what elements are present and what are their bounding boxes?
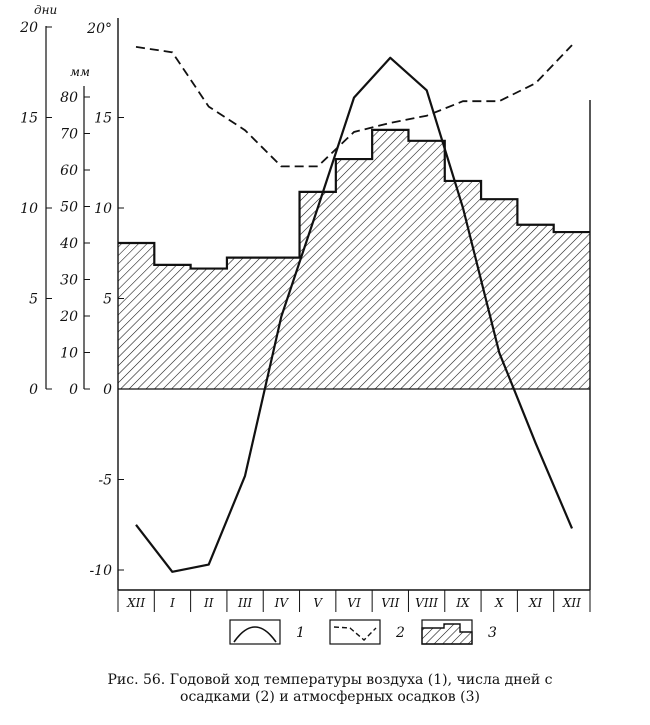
legend-swatch-solid <box>233 626 277 643</box>
plot-frame: XII I II III IV V VI VII VIII IX X XI XII <box>117 18 591 612</box>
precip-tick-label-60: 60 <box>60 163 78 179</box>
month-label-3: III <box>237 596 252 610</box>
legend-swatch-dashed <box>333 626 377 641</box>
month-label-7: VII <box>381 596 399 610</box>
precipitation-bars <box>118 128 590 389</box>
axes: дни20151050мм8070605040302010020°151050-… <box>19 3 124 579</box>
legend-item-2: 2 <box>329 619 405 645</box>
caption-line-1: Рис. 56. Годовой ход температуры воздуха… <box>107 672 553 688</box>
month-label-2: II <box>203 596 214 610</box>
precip-tick-label-30: 30 <box>60 273 78 289</box>
precip-tick-label-70: 70 <box>60 127 78 143</box>
precipitation-area <box>118 129 590 389</box>
legend-label: 3 <box>488 625 497 641</box>
month-label-0: XII <box>126 596 145 610</box>
temp-tick-label--10: -10 <box>89 563 112 579</box>
month-label-5: V <box>313 596 323 610</box>
caption-line-2: осадками (2) и атмосферных осадков (3) <box>180 689 480 705</box>
precipitation-days-line <box>135 44 573 168</box>
figure-caption: Рис. 56. Годовой ход температуры воздуха… <box>30 672 630 706</box>
legend-item-1: 1 <box>229 619 305 645</box>
legend-box <box>229 619 281 645</box>
precipitation-steps <box>118 128 590 270</box>
month-label-9: IX <box>455 596 470 610</box>
month-label-10: X <box>494 596 504 610</box>
days-axis-label: дни <box>34 3 57 17</box>
month-label-8: VIII <box>415 596 438 610</box>
legend-box <box>329 619 381 645</box>
temp-tick-label-5: 5 <box>103 292 112 308</box>
month-label-11: XI <box>528 596 543 610</box>
legend: 1 2 3 <box>229 619 497 645</box>
precip-tick-label-50: 50 <box>60 200 78 216</box>
month-label-4: IV <box>274 596 290 610</box>
month-label-12: XII <box>562 596 581 610</box>
month-label-1: I <box>169 596 175 610</box>
days-tick-label-0: 0 <box>29 382 38 398</box>
temp-tick-label-15: 15 <box>94 111 112 127</box>
days-tick-label-10: 10 <box>20 201 38 217</box>
series-lines <box>135 44 574 573</box>
precip-tick-label-80: 80 <box>60 90 78 106</box>
legend-swatch-hatched <box>421 623 473 645</box>
temp-tick-label-10: 10 <box>94 201 112 217</box>
precip-tick-label-20: 20 <box>59 309 78 325</box>
temp-tick-label-0: 0 <box>103 382 112 398</box>
precip-axis-label: мм <box>70 65 90 79</box>
temp-tick-label--5: -5 <box>98 473 112 489</box>
precip-tick-label-10: 10 <box>60 346 78 362</box>
legend-item-3: 3 <box>421 619 497 645</box>
days-tick-label-5: 5 <box>29 292 38 308</box>
temp-axis-label: 20° <box>86 21 112 37</box>
legend-label: 2 <box>395 625 405 641</box>
days-tick-label-15: 15 <box>20 111 38 127</box>
month-label-6: VI <box>347 596 361 610</box>
legend-label: 1 <box>296 625 305 641</box>
precip-tick-label-40: 40 <box>59 236 78 252</box>
days-tick-label-20: 20 <box>19 20 38 36</box>
precip-tick-label-0: 0 <box>69 382 78 398</box>
